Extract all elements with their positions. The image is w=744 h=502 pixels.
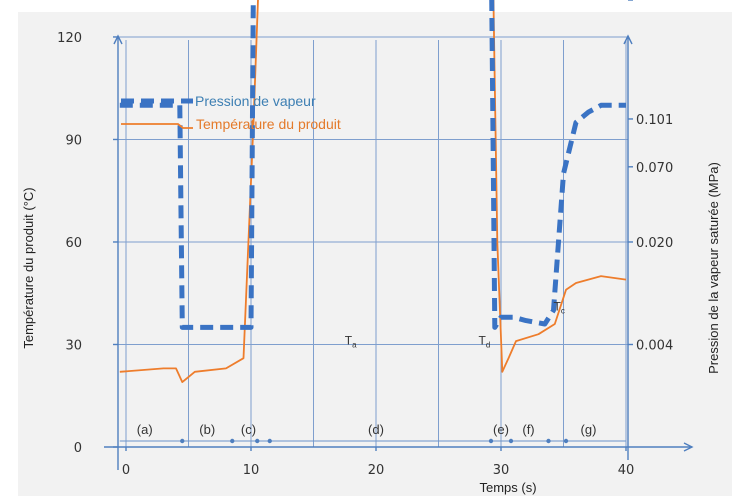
y2-tick-label: 1.908 — [636, 0, 673, 4]
x-tick-label: 0 — [122, 463, 130, 478]
phase-marker — [180, 438, 185, 444]
phase-label: (b) — [199, 422, 215, 437]
phase-marker — [563, 438, 569, 444]
phase-marker — [508, 438, 514, 444]
x-tick-label: 20 — [368, 463, 385, 478]
phase-marker — [230, 438, 235, 444]
y2-axis-title: Pression de la vapeur saturée (MPa) — [706, 162, 721, 374]
x-tick-label: 40 — [618, 463, 635, 478]
y-tick-label: 60 — [65, 236, 82, 251]
annotation-subscript: d — [486, 340, 490, 349]
series-line-pressure — [119, 0, 626, 330]
x-tick-label: 30 — [493, 463, 510, 478]
legend-label-temperature: Température du produit — [196, 116, 341, 132]
legend-swatch-temperature — [121, 123, 193, 129]
phase-marker — [267, 438, 272, 444]
y2-tick-label: 0.020 — [636, 236, 673, 251]
annotation-subscript: a — [352, 340, 357, 349]
chart-panel — [18, 12, 732, 496]
y2-axis-arrow — [623, 34, 633, 45]
phase-label: (f) — [522, 422, 534, 437]
x-tick-label: 10 — [243, 463, 260, 478]
y2-tick-label: 0.004 — [636, 338, 673, 353]
phase-label: (g) — [581, 422, 597, 437]
x-axis-title: Temps (s) — [479, 480, 536, 495]
x-axis-arrow — [683, 442, 694, 452]
phase-marker — [546, 438, 551, 444]
phase-label: (c) — [241, 422, 256, 437]
y2-tick-label: 0.101 — [636, 113, 673, 128]
legend-label-pressure: Pression de vapeur — [195, 93, 316, 109]
y-tick-label: 0 — [74, 441, 82, 456]
series-layer — [119, 0, 627, 444]
annotation-label: Td — [479, 333, 491, 349]
phase-label: (d) — [368, 422, 384, 437]
y-axis-arrow — [113, 34, 123, 45]
annotation-subscript: c — [561, 306, 565, 315]
phase-label: (e) — [493, 422, 509, 437]
axis-layer — [104, 0, 694, 470]
phase-marker — [488, 438, 494, 444]
y-tick-label: 30 — [65, 338, 82, 353]
y2-tick-label: 0.070 — [636, 161, 673, 176]
series-line-temperature — [119, 0, 627, 384]
annotation-label: Tc — [554, 299, 565, 315]
phase-marker — [255, 438, 260, 444]
y-tick-label: 90 — [65, 133, 82, 148]
y-tick-label: 120 — [57, 31, 82, 46]
phase-label: (a) — [137, 422, 153, 437]
y-axis-title: Température du produit (°C) — [21, 187, 36, 348]
